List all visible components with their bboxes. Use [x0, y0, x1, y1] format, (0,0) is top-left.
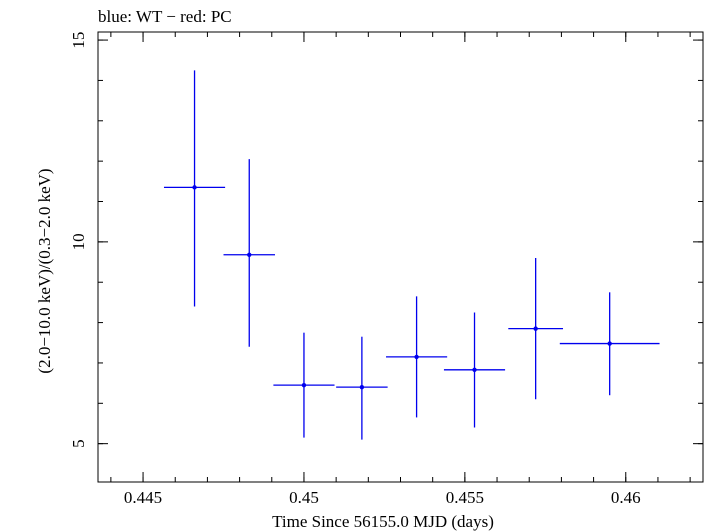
plot-frame [97, 31, 704, 483]
data-marker [472, 367, 477, 373]
data-point [559, 292, 660, 396]
data-marker [533, 326, 538, 331]
y-axis: 5 10 15 [69, 32, 703, 448]
data-marker [247, 252, 252, 257]
data-series [163, 70, 660, 440]
data-point [163, 70, 226, 307]
data-marker [414, 354, 419, 360]
y-tick-label: 10 [69, 233, 88, 250]
data-marker [607, 341, 612, 346]
x-axis-label: Time Since 56155.0 MJD (days) [272, 512, 494, 531]
y-tick-label: 15 [69, 32, 88, 49]
data-marker [192, 185, 197, 190]
data-point [336, 336, 388, 440]
data-point [273, 332, 335, 438]
data-point [223, 159, 275, 347]
y-axis-label: (2.0−10.0 keV)/(0.3−2.0 keV) [35, 168, 54, 373]
x-axis: 0.445 0.45 0.455 0.46 [110, 32, 691, 507]
chart-title: blue: WT − red: PC [98, 7, 232, 26]
x-tick-label: 0.46 [611, 488, 641, 507]
data-marker [301, 382, 307, 388]
y-tick-label: 5 [69, 439, 88, 448]
x-tick-label: 0.455 [446, 488, 484, 507]
data-point [386, 296, 448, 418]
x-tick-label: 0.45 [289, 488, 319, 507]
x-tick-label: 0.445 [124, 488, 162, 507]
data-marker [359, 384, 365, 390]
data-point [443, 312, 506, 428]
data-point [508, 258, 564, 400]
